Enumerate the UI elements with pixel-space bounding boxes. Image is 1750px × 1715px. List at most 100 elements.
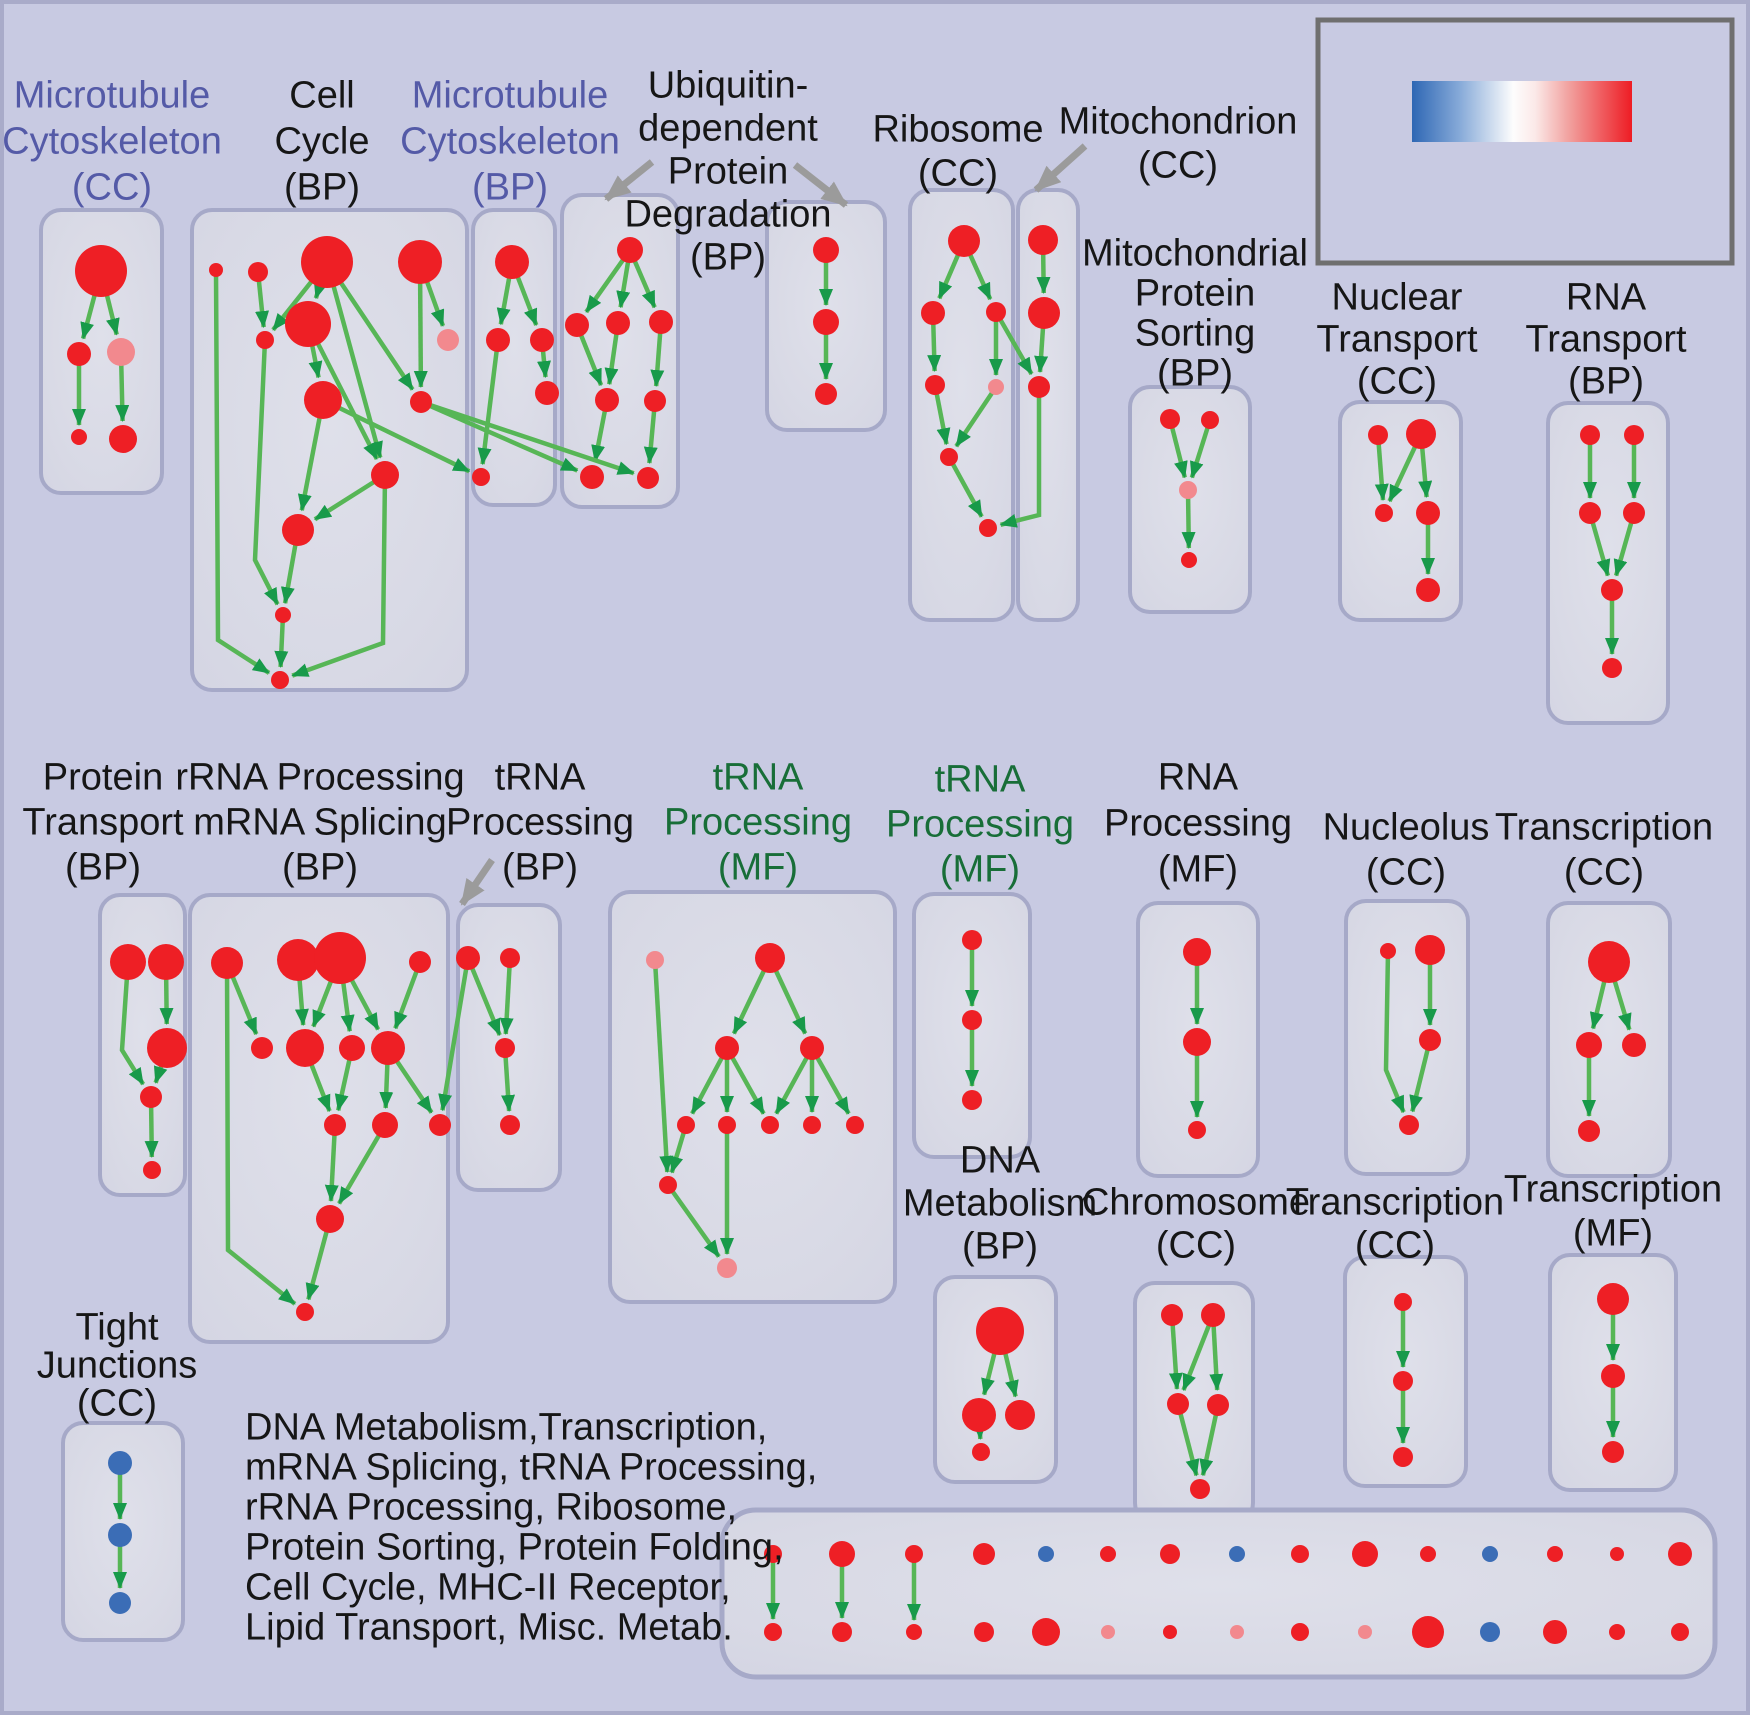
go-term-node-ubq1-m1 xyxy=(565,313,589,337)
go-term-node-rna-proc-mf-t xyxy=(1183,938,1211,966)
protein-transport-label: Protein Transport (BP) xyxy=(22,757,184,889)
relation-arrow xyxy=(1374,434,1389,502)
relation-arrow xyxy=(274,614,289,669)
go-term-node-nuc-transport-mr xyxy=(1416,501,1440,525)
go-term-node-prot-transport-A xyxy=(110,944,146,980)
misc-node-bottom-14 xyxy=(1609,1624,1625,1640)
transcription-mf-label: Transcription (MF) xyxy=(1504,1169,1722,1255)
misc-node-top-9 xyxy=(1291,1545,1309,1563)
go-term-node-ubq1-m2 xyxy=(606,311,630,335)
go-term-node-trna-mf-big-b1 xyxy=(677,1116,695,1134)
go-term-node-mps-tr xyxy=(1201,411,1219,429)
relation-arrow xyxy=(305,322,379,460)
ubiquitin-arrow-left-icon xyxy=(603,159,655,202)
tight-junctions-label: Tight Junctions (CC) xyxy=(37,1307,198,1425)
relation-arrow xyxy=(322,397,471,474)
go-term-node-rrna-l3 xyxy=(429,1114,451,1136)
go-term-node-rna-transport-mr xyxy=(1623,502,1645,524)
go-term-node-ubq1-t xyxy=(617,237,643,263)
relation-arrow xyxy=(932,384,951,446)
cluster-box-dna-metab xyxy=(933,1275,1058,1484)
go-term-node-rna-transport-mid xyxy=(1601,579,1623,601)
relation-arrow xyxy=(1189,419,1213,479)
relation-arrow xyxy=(810,1046,851,1115)
legend-gradient-bar xyxy=(1412,81,1632,142)
rna-proc-mf-label: RNA Processing (MF) xyxy=(1104,757,1292,891)
go-term-node-chromosome-tr xyxy=(1201,1303,1225,1327)
go-term-node-rrna-m2 xyxy=(286,1029,324,1067)
misc-node-top-10 xyxy=(1352,1541,1378,1567)
relation-arrow xyxy=(119,961,146,1086)
relation-arrow xyxy=(1199,1404,1221,1477)
go-term-node-nucleolus-tr xyxy=(1415,935,1445,965)
go-term-node-mt-bp-B xyxy=(486,328,510,352)
go-term-node-dna-metab-ml xyxy=(962,1398,996,1432)
go-term-node-transcription-mf-t xyxy=(1597,1283,1629,1315)
cluster-box-mt-cc xyxy=(39,208,164,495)
go-term-node-nuc-transport-ml xyxy=(1375,504,1393,522)
cluster-box-mt-bp xyxy=(471,208,557,507)
misc-node-bottom-2 xyxy=(832,1622,852,1642)
trna-bp-label: tRNA Processing (BP) xyxy=(446,757,634,889)
go-term-node-trna-mf-small-b xyxy=(962,1090,982,1110)
misc-node-bottom-11 xyxy=(1412,1616,1444,1648)
go-term-node-cell-cycle-g xyxy=(437,329,459,351)
go-term-node-mt-cc-br xyxy=(109,425,137,453)
go-term-node-trna-mf-big-w xyxy=(717,1258,737,1278)
misc-node-bottom-3 xyxy=(906,1624,922,1640)
go-term-node-transcription-cc-mid-ml xyxy=(1576,1032,1602,1058)
go-term-node-mt-bp-C xyxy=(530,328,554,352)
go-term-node-trna-mf-big-pk xyxy=(646,951,664,969)
go-term-node-rrna-q xyxy=(296,1303,314,1321)
go-term-node-ribosome-t xyxy=(948,225,980,257)
relation-arrow xyxy=(477,339,501,466)
relation-arrow xyxy=(501,1047,516,1113)
go-term-node-ribosome-ml xyxy=(921,301,945,325)
misc-node-bottom-1 xyxy=(764,1623,782,1641)
chromosome-label: Chromosome (CC) xyxy=(1082,1182,1310,1267)
relation-arrow xyxy=(652,959,674,1174)
ubiquitin-arrow-right-icon xyxy=(792,162,849,208)
relation-arrow xyxy=(774,1046,814,1115)
relation-arrow xyxy=(725,1046,766,1115)
misc-node-top-6 xyxy=(1100,1546,1116,1562)
go-term-node-transcription-cc-mid-mr xyxy=(1622,1033,1646,1057)
go-term-node-tight-junctions-t xyxy=(108,1451,132,1475)
misc-node-top-11 xyxy=(1420,1546,1436,1562)
misc-node-top-3 xyxy=(905,1545,923,1563)
go-term-node-mps-pk xyxy=(1179,481,1197,499)
misc-node-top-12 xyxy=(1482,1546,1498,1562)
go-term-node-mito-t xyxy=(1028,225,1058,255)
misc-node-bottom-5 xyxy=(1032,1618,1060,1646)
go-term-node-trna-mf-big-m1 xyxy=(715,1036,739,1060)
go-term-node-rrna-t1 xyxy=(211,947,243,979)
dna-metab-label: DNA Metabolism (BP) xyxy=(903,1140,1097,1268)
go-term-node-cell-cycle-l xyxy=(275,607,291,623)
go-term-node-mt-cc-bl xyxy=(71,429,87,445)
go-term-node-transcription-cc-bot-b xyxy=(1393,1447,1413,1467)
go-term-node-rrna-p xyxy=(316,1205,344,1233)
mps-label: Mitochondrial Protein Sorting (BP) xyxy=(1082,233,1308,395)
go-term-node-ubq2-n1 xyxy=(813,237,839,263)
go-term-node-mt-bp-A xyxy=(495,245,529,279)
go-term-node-cell-cycle-i xyxy=(304,381,342,419)
go-term-node-trna-mf-big-t xyxy=(755,943,785,973)
relation-arrow xyxy=(420,399,579,473)
go-term-node-ubq2-n2 xyxy=(813,309,839,335)
go-term-node-chromosome-b xyxy=(1190,1479,1210,1499)
transcription-cc2-label: Transcription (CC) xyxy=(1286,1182,1504,1267)
relation-arrow xyxy=(994,310,1034,376)
go-term-node-rna-transport-b xyxy=(1602,658,1622,678)
go-term-node-cell-cycle-f xyxy=(285,301,331,347)
misc-node-top-15 xyxy=(1668,1542,1692,1566)
misc-node-top-1 xyxy=(764,1545,782,1563)
go-term-node-cell-cycle-j xyxy=(371,461,399,489)
ribosome-label: Ribosome (CC) xyxy=(872,109,1043,195)
go-term-node-tight-junctions-m xyxy=(108,1523,132,1547)
relation-arrow xyxy=(499,957,514,1036)
go-term-node-trna-bp-m xyxy=(495,1038,515,1058)
relation-arrow xyxy=(999,387,1042,528)
relation-arrow xyxy=(324,1124,339,1203)
misc-node-bottom-12 xyxy=(1480,1622,1500,1642)
